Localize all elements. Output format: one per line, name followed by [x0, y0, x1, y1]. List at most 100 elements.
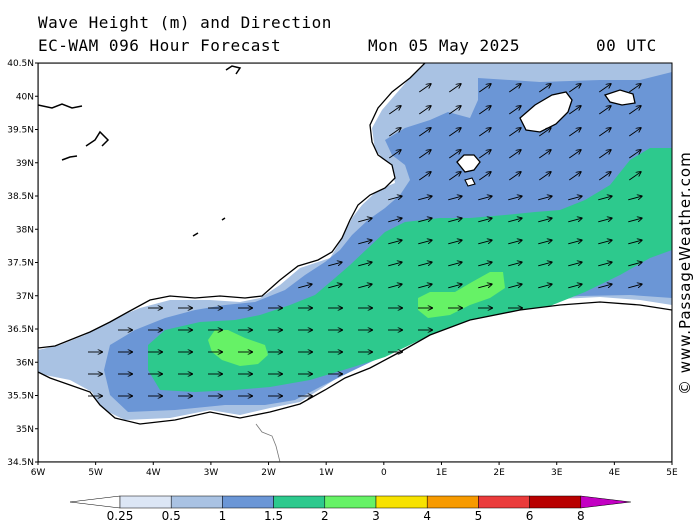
forecast-time: 00 UTC [596, 36, 657, 55]
wave-arrow [389, 128, 400, 137]
lat-tick-label: 38N [16, 225, 34, 235]
wave-arrow [568, 262, 582, 267]
wave-arrow [419, 128, 430, 137]
legend-label: 5 [475, 509, 483, 523]
wave-arrow [509, 150, 520, 159]
lat-tick-label: 39.5N [7, 126, 34, 136]
wave-arrow [509, 84, 520, 93]
legend-label: 1.5 [264, 509, 283, 523]
inland-feature-2 [85, 130, 110, 147]
wave-arrow [508, 240, 522, 245]
wave-arrow [569, 172, 580, 181]
lat-tick-label: 36N [16, 358, 34, 368]
wave-arrow [628, 218, 642, 223]
wave-arrow [629, 84, 640, 93]
wave-arrow [599, 150, 610, 159]
chart-title: Wave Height (m) and Direction [38, 13, 332, 32]
legend-swatch [119, 495, 172, 509]
legend-swatch [426, 495, 479, 509]
legend-swatch [580, 495, 631, 509]
wave-arrow [569, 84, 580, 93]
lat-tick-label: 40N [16, 92, 34, 102]
wave-height-legend: 0.25 0.5 1 1.5 2 3 4 5 6 8 [69, 495, 631, 523]
wave-arrow [568, 284, 582, 289]
lon-tick-label: 3E [551, 468, 563, 478]
legend-swatch [478, 495, 530, 509]
wave-arrow [508, 262, 522, 267]
island-formentera [464, 177, 476, 187]
wave-arrow [388, 262, 402, 267]
watermark: © www.PassageWeather.com [676, 151, 694, 395]
legend-label: 1 [219, 509, 227, 523]
island-ibiza [456, 154, 481, 173]
wave-arrow [358, 284, 372, 289]
island-menorca [603, 89, 636, 106]
lon-tick-label: 6W [31, 468, 46, 478]
wave-arrow [418, 240, 432, 245]
wave-arrow [449, 84, 460, 93]
wave-arrow [448, 196, 462, 201]
wave-arrow [598, 284, 612, 289]
wave-arrow [568, 240, 582, 245]
lat-tick-label: 38.5N [7, 192, 34, 202]
wave-arrow [479, 172, 490, 181]
lon-tick-label: 2W [261, 468, 276, 478]
wave-arrow [629, 172, 640, 181]
wave-arrow [538, 196, 552, 201]
wave-arrow [478, 196, 492, 201]
legend-swatch [529, 495, 582, 509]
lat-tick-label: 36.5N [7, 325, 34, 335]
lon-tick-label: 1E [436, 468, 448, 478]
legend-label: 6 [526, 509, 534, 523]
sea-band-1.5-b [418, 272, 505, 318]
lon-tick-label: 5E [666, 468, 678, 478]
wave-arrow [358, 262, 372, 267]
wave-arrow [628, 240, 642, 245]
wave-arrow [629, 150, 640, 159]
wave-arrow [418, 262, 432, 267]
forecast-model-label: EC-WAM 096 Hour Forecast [38, 36, 282, 55]
wave-arrow [389, 106, 400, 115]
wave-arrow [538, 240, 552, 245]
latitude-axis: 40.5N 40N 39.5N 39N 38.5N 38N 37.5N 37N 36.5N 36N… [7, 59, 38, 468]
lat-tick-label: 35N [16, 425, 34, 435]
wave-arrow [629, 128, 640, 137]
legend-swatch [69, 495, 121, 509]
wave-arrow [509, 128, 520, 137]
wave-arrow [478, 284, 492, 289]
wave-arrow [448, 218, 462, 223]
lat-tick-label: 37.5N [7, 259, 34, 269]
wave-arrow [509, 172, 520, 181]
wave-arrow [418, 218, 432, 223]
lat-tick-label: 39N [16, 159, 34, 169]
wave-arrow [569, 106, 580, 115]
legend-label: 0.25 [107, 509, 134, 523]
wave-arrow [538, 218, 552, 223]
inland-feature-5 [192, 232, 199, 237]
wave-arrow [568, 218, 582, 223]
wave-arrow [389, 150, 400, 159]
land-north-africa [38, 301, 672, 462]
wave-arrow [598, 218, 612, 223]
wave-arrow [388, 196, 402, 201]
legend-label: 3 [372, 509, 380, 523]
legend-swatch [273, 495, 326, 509]
wave-arrow [419, 172, 430, 181]
legend-label: 0.5 [162, 509, 181, 523]
border-line [255, 423, 281, 462]
wave-arrow [298, 284, 312, 289]
lon-tick-label: 0 [381, 468, 387, 478]
wave-arrow [418, 196, 432, 201]
wave-arrow [599, 172, 610, 181]
lat-tick-label: 35.5N [7, 392, 34, 402]
wave-direction-arrows [88, 84, 642, 396]
wave-arrow [538, 262, 552, 267]
wave-arrow [478, 240, 492, 245]
wave-arrow [598, 240, 612, 245]
wave-arrow [539, 84, 550, 93]
lon-tick-label: 4E [609, 468, 621, 478]
lon-tick-label: 1W [319, 468, 334, 478]
wave-arrow [628, 284, 642, 289]
legend-swatch [324, 495, 377, 509]
wave-arrow [449, 106, 460, 115]
